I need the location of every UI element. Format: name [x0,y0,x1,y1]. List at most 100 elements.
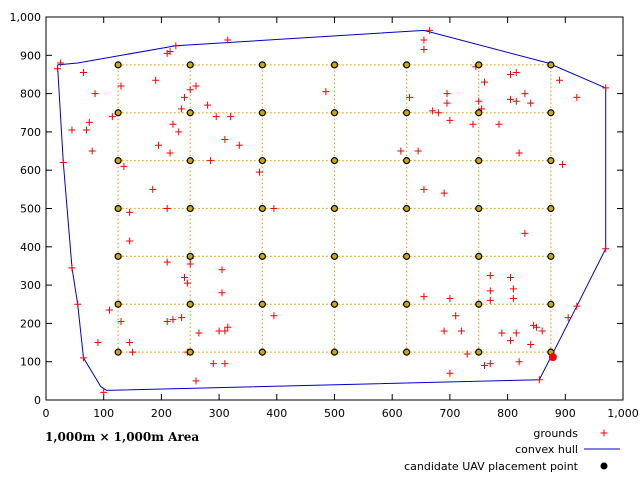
ground-point [573,302,581,310]
candidate-point [475,252,483,260]
ground-point [186,86,194,94]
ground-point [426,26,434,34]
ground-point [475,97,483,105]
ground-point [558,160,566,168]
candidate-point [547,300,555,308]
candidate-point [114,348,122,356]
ground-point [440,327,448,335]
ground-point [506,337,514,345]
ground-point [56,59,64,67]
y-tick-label: 500 [20,203,41,216]
ground-point [94,339,102,347]
y-tick-label: 100 [20,356,41,369]
candidate-point [403,348,411,356]
ground-point [68,264,76,272]
candidate-point [186,204,194,213]
candidate-point [330,300,339,308]
candidate-point [186,300,194,308]
ground-point [573,93,581,101]
candidate-point [114,300,122,308]
highlighted-point [548,353,557,362]
x-tick-label: 700 [439,407,460,420]
y-tick-label: 800 [20,88,41,101]
ground-point [446,369,454,377]
ground-point [512,97,520,105]
x-tick-label: 200 [151,407,172,420]
ground-point [175,128,183,136]
ground-point [515,149,523,157]
ground-point [59,159,67,167]
candidate-point [114,252,122,260]
ground-point [486,287,494,295]
candidate-point [475,348,483,356]
candidate-point [114,109,122,117]
ground-point [498,329,506,337]
candidate-point [258,252,266,260]
ground-point [117,317,125,325]
ground-point [120,162,128,170]
candidate-point [258,300,266,308]
candidate-point [114,204,122,213]
candidate-point [258,109,266,117]
ground-point [521,90,529,98]
candidate-point [475,300,483,308]
candidate-point [475,61,483,69]
candidate-point [475,204,483,213]
candidate-point [330,61,339,69]
ground-point [602,245,610,253]
ground-point [406,93,414,101]
ground-point [452,312,460,320]
ground-point [446,295,454,303]
ground-point [486,272,494,280]
ground-point [270,205,278,212]
x-tick-label: 100 [93,407,114,420]
ground-point [538,327,546,335]
ground-point [446,116,454,124]
candidate-point [330,157,339,165]
ground-point [180,273,188,281]
ground-point [178,105,186,113]
legend-label-grounds: grounds [533,427,578,440]
ground-point [206,157,214,165]
candidate-point [547,204,555,213]
candidate-point [403,204,411,213]
candidate-point [475,157,483,165]
ground-point [227,113,235,121]
x-tick-label: 300 [209,407,230,420]
ground-point [117,82,125,90]
ground-point [218,266,226,274]
ground-point [209,360,217,368]
area-label: 1,000m × 1,000m Area [45,430,199,444]
candidate-point [258,61,266,69]
legend-sample-candidates [600,462,608,470]
ground-point [506,70,514,78]
ground-point [512,69,520,77]
candidate-point [403,157,411,165]
y-tick-label: 200 [20,317,41,330]
candidate-point [114,157,122,165]
convex-hull-line [57,29,607,391]
ground-point [80,354,88,362]
ground-point [434,109,442,117]
ground-point [80,69,88,77]
ground-point [218,289,226,297]
ground-point [204,101,212,109]
ground-point [152,76,160,84]
ground-point [235,141,243,149]
y-tick-label: 900 [20,49,41,62]
ground-point [564,314,572,322]
ground-point [163,258,171,266]
ground-point [192,377,200,385]
ground-point [255,168,263,176]
y-tick-label: 700 [20,126,41,139]
ground-point [163,205,171,212]
ground-point [221,360,229,368]
ground-point [129,348,137,356]
candidate-point [547,109,555,117]
candidate-point [547,61,555,69]
y-tick-label: 300 [20,279,41,292]
legend: grounds convex hull candidate UAV placem… [404,427,620,473]
ground-point [126,208,134,216]
ground-point [221,327,229,335]
candidate-point [186,61,194,69]
